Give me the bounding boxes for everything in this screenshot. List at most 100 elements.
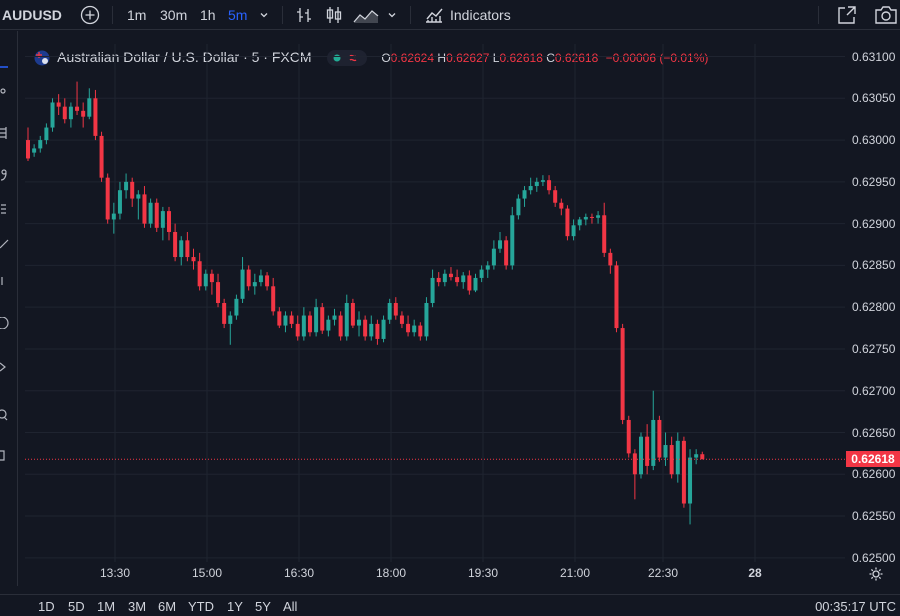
- candle-body: [81, 110, 86, 117]
- candle-body: [399, 315, 404, 324]
- candles-chart-style-icon[interactable]: [325, 6, 343, 24]
- price-axis-label: 0.63000: [852, 133, 896, 148]
- candle-body: [479, 269, 484, 278]
- price-axis-label: 0.63050: [852, 91, 896, 106]
- utc-clock[interactable]: 00:35:17 UTC: [815, 599, 896, 614]
- interval-5m-active[interactable]: 5m: [228, 7, 248, 23]
- emoji-icon[interactable]: [0, 317, 10, 329]
- indicators-icon[interactable]: [424, 5, 444, 25]
- candle: [234, 294, 239, 320]
- candle: [87, 88, 92, 120]
- fib-retracement-icon[interactable]: [0, 127, 10, 139]
- candle: [547, 175, 552, 195]
- price-axis-label: 0.62650: [852, 425, 896, 440]
- settings-gear-icon[interactable]: [868, 566, 884, 582]
- time-axis-label: 13:30: [99, 566, 131, 580]
- magnet-icon[interactable]: [0, 449, 10, 461]
- candle: [326, 315, 331, 337]
- candle: [203, 269, 208, 291]
- candle: [498, 231, 503, 253]
- candlestick-chart[interactable]: [25, 44, 845, 562]
- candle: [75, 81, 80, 116]
- candle: [252, 273, 257, 295]
- candle-body: [87, 98, 92, 117]
- candle-body: [540, 180, 545, 182]
- time-axis-label: 22:30: [647, 566, 679, 580]
- range-1m[interactable]: 1M: [97, 599, 116, 614]
- toolbar-divider: [282, 6, 283, 24]
- range-1y[interactable]: 1Y: [227, 599, 243, 614]
- candle: [295, 315, 300, 341]
- candle-body: [516, 198, 521, 216]
- text-tool-icon[interactable]: [0, 275, 10, 287]
- range-5d[interactable]: 5D: [68, 599, 85, 614]
- candle-body: [44, 127, 49, 141]
- candle-body: [553, 190, 558, 203]
- patterns-icon[interactable]: [0, 203, 10, 215]
- price-chart[interactable]: [25, 44, 845, 562]
- toolbar-divider: [410, 6, 411, 24]
- ruler-icon[interactable]: [0, 237, 10, 249]
- candle: [424, 297, 429, 341]
- interval-1m[interactable]: 1m: [127, 7, 147, 23]
- candle-body: [528, 186, 533, 191]
- candle: [344, 294, 349, 341]
- candle: [26, 127, 30, 161]
- candle: [307, 311, 312, 337]
- interval-1h[interactable]: 1h: [200, 7, 216, 23]
- candle: [258, 269, 263, 287]
- range-3m[interactable]: 3M: [128, 599, 147, 614]
- candle-body: [68, 106, 73, 120]
- bottom-bar: 1D 5D 1M 3M 6M YTD 1Y 5Y All 00:35:17 UT…: [0, 594, 900, 616]
- candle-body: [332, 315, 337, 320]
- measure-icon[interactable]: [0, 361, 10, 373]
- brush-icon[interactable]: [0, 169, 10, 181]
- candle: [314, 298, 319, 337]
- candle-body: [498, 240, 503, 249]
- candle-body: [271, 286, 276, 312]
- trend-line-icon[interactable]: [0, 87, 10, 99]
- candle-body: [436, 277, 441, 283]
- candle-body: [559, 202, 564, 209]
- range-ytd[interactable]: YTD: [188, 599, 214, 614]
- zoom-icon[interactable]: [0, 409, 10, 421]
- candle-body: [504, 240, 509, 266]
- camera-icon[interactable]: [874, 4, 898, 26]
- indicators-button[interactable]: Indicators: [450, 7, 511, 23]
- bar-chart-style-icon[interactable]: [295, 6, 313, 24]
- candle: [608, 248, 613, 274]
- candle-body: [75, 106, 80, 111]
- area-chart-style-icon[interactable]: [353, 6, 379, 24]
- candle-body: [583, 216, 588, 220]
- candle: [185, 231, 190, 262]
- low-value: 0.62618: [499, 51, 543, 65]
- candle-body: [424, 303, 429, 337]
- high-value: 0.62627: [446, 51, 490, 65]
- compare-add-icon[interactable]: [80, 5, 100, 25]
- price-axis-label: 0.62850: [852, 258, 896, 273]
- symbol-search[interactable]: AUDUSD: [2, 7, 62, 23]
- candle: [430, 269, 435, 308]
- candle-body: [26, 140, 30, 159]
- range-all[interactable]: All: [283, 599, 298, 614]
- candle: [56, 94, 61, 116]
- candle: [191, 248, 196, 270]
- candle: [510, 206, 515, 270]
- candle: [645, 424, 650, 475]
- candle-body: [148, 202, 153, 224]
- candle-body: [565, 208, 570, 237]
- chevron-down-icon[interactable]: [387, 10, 397, 20]
- interval-30m[interactable]: 30m: [160, 7, 188, 23]
- candle-body: [105, 177, 110, 220]
- candle: [491, 240, 496, 270]
- candle-body: [393, 303, 398, 316]
- range-5y[interactable]: 5Y: [255, 599, 271, 614]
- candle-body: [295, 323, 300, 337]
- range-1d[interactable]: 1D: [38, 599, 55, 614]
- crosshair-icon[interactable]: [0, 61, 10, 73]
- candle: [111, 202, 116, 234]
- candle-body: [124, 181, 129, 191]
- fullscreen-icon[interactable]: [836, 4, 858, 26]
- chevron-down-icon[interactable]: [259, 10, 269, 20]
- range-6m[interactable]: 6M: [158, 599, 177, 614]
